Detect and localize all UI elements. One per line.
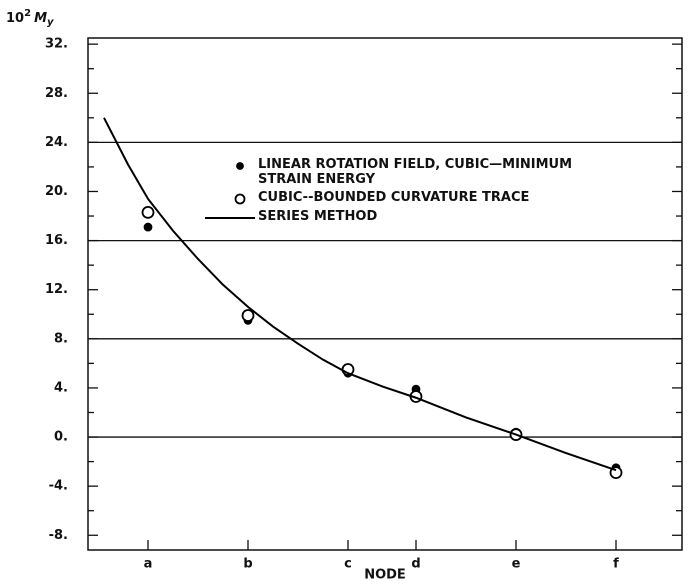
y-tick-label: 28. <box>45 86 68 101</box>
legend-marker <box>236 162 244 170</box>
y-tick-label: 32. <box>45 37 68 52</box>
filled-point <box>143 222 153 232</box>
y-tick-label: -4. <box>49 479 68 494</box>
legend: LINEAR ROTATION FIELD, CUBIC—MINIMUM STR… <box>205 150 662 232</box>
y-tick-label: 24. <box>45 135 68 150</box>
legend-label: SERIES METHOD <box>258 209 378 224</box>
legend-icon <box>236 162 244 170</box>
legend-icon <box>205 217 255 219</box>
x-tick-label: f <box>613 557 619 572</box>
legend-label: CUBIC--BOUNDED CURVATURE TRACE <box>258 190 530 205</box>
legend-entry: SERIES METHOD <box>205 209 662 225</box>
y-label-symbol: M <box>34 11 47 26</box>
legend-symbol <box>222 190 258 206</box>
y-tick-label: 12. <box>45 282 68 297</box>
x-tick-label: a <box>144 557 153 572</box>
open-point <box>141 205 155 219</box>
x-tick-label: e <box>512 557 521 572</box>
y-tick-label: 20. <box>45 184 68 199</box>
y-tick-label: 8. <box>54 331 68 346</box>
y-label-subscript: y <box>47 17 54 28</box>
legend-symbol <box>222 157 258 173</box>
open-point <box>241 309 255 322</box>
x-tick-label: c <box>344 557 352 572</box>
y-label-base: 10 <box>6 11 24 26</box>
legend-marker <box>234 193 246 205</box>
legend-entry: LINEAR ROTATION FIELD, CUBIC—MINIMUM STR… <box>222 157 662 187</box>
y-tick-label: -8. <box>49 528 68 543</box>
x-tick-label: b <box>243 557 252 572</box>
series-line <box>103 117 617 472</box>
legend-label: LINEAR ROTATION FIELD, CUBIC—MINIMUM STR… <box>258 157 573 187</box>
legend-icon <box>234 193 246 205</box>
x-tick-label: d <box>411 557 420 572</box>
legend-symbol <box>202 209 258 225</box>
y-tick-label: 4. <box>54 380 68 395</box>
y-axis-label: 102 My <box>6 8 54 28</box>
x-axis-label: NODE <box>364 568 406 583</box>
y-tick-label: 0. <box>54 430 68 445</box>
y-label-exponent: 2 <box>24 8 31 19</box>
legend-entry: CUBIC--BOUNDED CURVATURE TRACE <box>222 190 662 206</box>
y-tick-label: 16. <box>45 233 68 248</box>
plot-frame <box>87 37 683 551</box>
